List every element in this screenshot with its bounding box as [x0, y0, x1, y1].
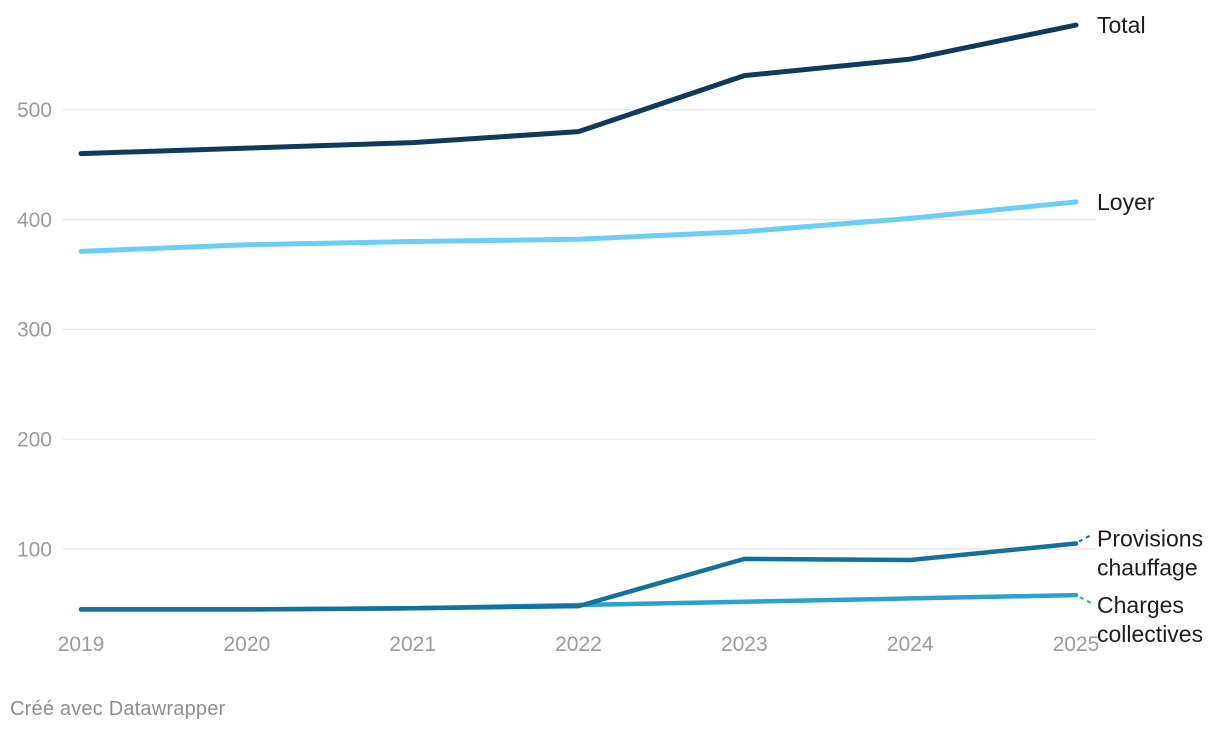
datawrapper-credit: Créé avec Datawrapper [10, 698, 226, 720]
series-label-loyer: Loyer [1097, 189, 1155, 215]
x-tick-label: 2025 [1053, 633, 1100, 656]
y-tick-label: 500 [17, 99, 52, 122]
x-tick-label: 2023 [721, 633, 768, 656]
label-connector [1079, 596, 1094, 606]
label-connector [1078, 533, 1093, 543]
x-tick-label: 2021 [389, 633, 436, 656]
y-tick-label: 400 [17, 209, 52, 232]
series-label-charges-collectives: collectives [1097, 621, 1203, 647]
series-label-charges-collectives: Charges [1097, 592, 1184, 618]
y-tick-label: 200 [17, 428, 52, 451]
y-tick-label: 300 [17, 319, 52, 342]
x-tick-label: 2022 [555, 633, 602, 656]
x-tick-label: 2020 [223, 633, 270, 656]
series-line-total [78, 22, 1079, 157]
series-label-provisions-chauffage: chauffage [1097, 555, 1198, 581]
series-line-provisions-chauffage [78, 541, 1079, 612]
series-label-total: Total [1097, 12, 1146, 38]
series-line-loyer [78, 199, 1079, 254]
series-label-provisions-chauffage: Provisions [1097, 526, 1203, 552]
x-tick-label: 2019 [58, 633, 105, 656]
x-tick-label: 2024 [887, 633, 934, 656]
line-chart: 100 200 300 400 500 2019 2020 2021 2022 2023 2024 2… [17, 12, 1203, 656]
chart-canvas: 100 200 300 400 500 2019 2020 2021 2022 2023 2024 2… [17, 12, 1203, 656]
y-tick-label: 100 [17, 538, 52, 561]
